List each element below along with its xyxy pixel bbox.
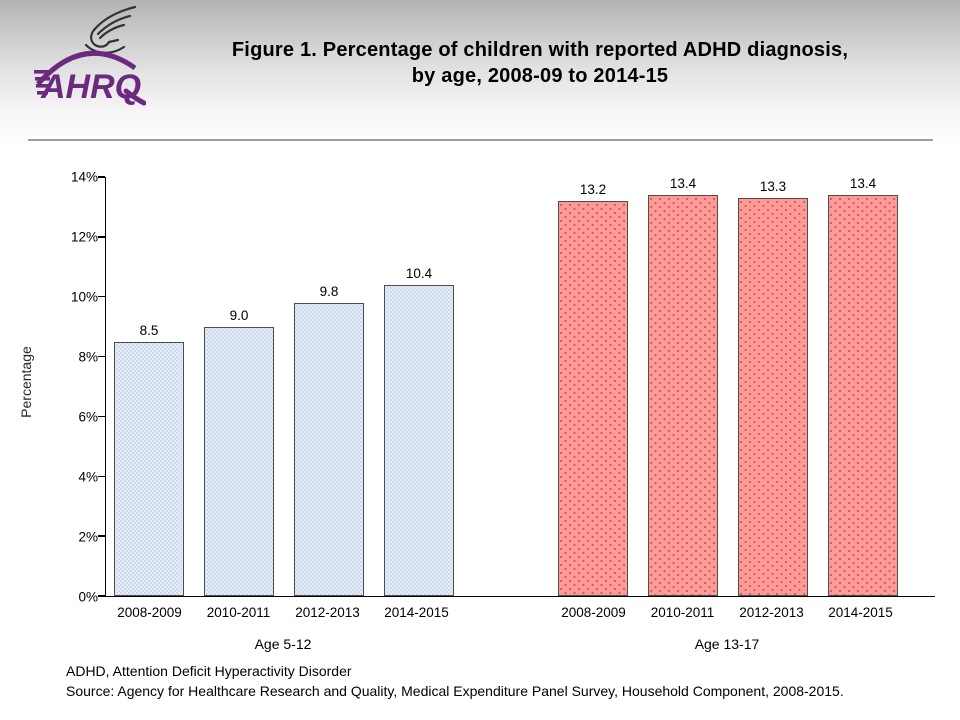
footnotes: ADHD, Attention Deficit Hyperactivity Di…: [66, 661, 844, 701]
ahrq-wordmark: AHRQ: [34, 50, 147, 106]
x-tick-label: 2012-2013: [739, 605, 804, 620]
y-tick-label: 4%: [78, 469, 98, 485]
y-tick-mark: [98, 415, 105, 418]
x-tick-label: 2008-2009: [117, 605, 182, 620]
x-tick-label: 2014-2015: [384, 605, 449, 620]
bar-value-label: 9.0: [229, 307, 249, 323]
y-tick-mark: [98, 355, 105, 358]
slide-header: AHRQ Figure 1. Percentage of children wi…: [0, 0, 960, 148]
y-tick-mark: [98, 535, 105, 537]
y-tick-label: 8%: [78, 349, 98, 365]
group-label-age-13-17: Age 13-17: [694, 636, 760, 652]
source-note: Source: Agency for Healthcare Research a…: [66, 683, 844, 699]
bar-value-label: 13.3: [759, 178, 787, 194]
abbreviation-note: ADHD, Attention Deficit Hyperactivity Di…: [66, 663, 352, 679]
bar-age-5-12-2008-2009: 8.5: [114, 323, 184, 596]
bar-age-13-17-2014-2015: 13.4: [828, 176, 898, 596]
bar-age-13-17-2008-2009: 13.2: [558, 182, 628, 596]
title-line-1: Figure 1. Percentage of children with re…: [231, 39, 849, 61]
bar-age-13-17-2010-2011: 13.4: [648, 176, 718, 596]
bar-value-label: 13.2: [579, 181, 607, 197]
bar-group-age-13-17: 13.2 13.4 13.3 13.4: [558, 176, 898, 596]
x-axis-labels-age-5-12: 2008-2009 2010-2011 2012-2013 2014-2015: [105, 605, 461, 620]
x-tick-label: 2010-2011: [206, 605, 271, 620]
bar-group-age-5-12: 8.5 9.0 9.8 10.4: [114, 177, 454, 596]
x-axis-labels-age-13-17: 2008-2009 2010-2011 2012-2013 2014-2015: [549, 605, 905, 620]
y-tick-label: 2%: [78, 529, 98, 545]
ahrq-logo: AHRQ: [34, 4, 147, 108]
x-tick-label: 2014-2015: [828, 605, 893, 620]
bar-value-label: 10.4: [405, 265, 433, 281]
group-label-age-5-12: Age 5-12: [254, 636, 312, 652]
x-tick-label: 2010-2011: [650, 605, 715, 620]
bar-value-label: 13.4: [669, 175, 697, 191]
bar-age-5-12-2014-2015: 10.4: [384, 266, 454, 596]
y-tick-mark: [98, 295, 105, 298]
plot-area: 8.5 9.0 9.8 10.4 13.2 13.4 13.3 13.4: [98, 176, 935, 597]
ahrq-logo-text: AHRQ: [40, 68, 141, 106]
y-tick-mark: [98, 595, 105, 597]
y-tick-mark: [98, 475, 105, 478]
y-tick-label: 12%: [70, 229, 98, 245]
y-tick-label: 0%: [78, 589, 98, 605]
x-tick-label: 2012-2013: [295, 605, 360, 620]
y-tick-mark: [98, 236, 105, 238]
slide-title: Figure 1. Percentage of children with re…: [140, 37, 940, 89]
bar-age-5-12-2010-2011: 9.0: [204, 308, 274, 596]
bar-age-5-12-2012-2013: 9.8: [294, 284, 364, 596]
bars-age-5-12: 8.5 9.0 9.8 10.4: [114, 177, 454, 596]
bars-age-13-17: 13.2 13.4 13.3 13.4: [558, 176, 898, 596]
hhs-eagle-icon: [84, 5, 137, 54]
y-axis-title: Percentage: [18, 346, 34, 418]
y-tick-label: 14%: [70, 169, 98, 185]
bar-value-label: 8.5: [139, 322, 159, 338]
bar-age-13-17-2012-2013: 13.3: [738, 179, 808, 596]
y-axis-tick-labels: 0% 2% 4% 6% 8% 10% 12% 14%: [40, 170, 98, 605]
bar-value-label: 9.8: [319, 283, 339, 299]
x-tick-label: 2008-2009: [561, 605, 626, 620]
title-line-2: by age, 2008-09 to 2014-15: [411, 65, 669, 87]
y-tick-mark: [98, 176, 105, 178]
header-divider: [28, 139, 933, 141]
bar-value-label: 13.4: [849, 175, 877, 191]
y-tick-label: 10%: [70, 289, 98, 305]
y-tick-label: 6%: [78, 409, 98, 425]
